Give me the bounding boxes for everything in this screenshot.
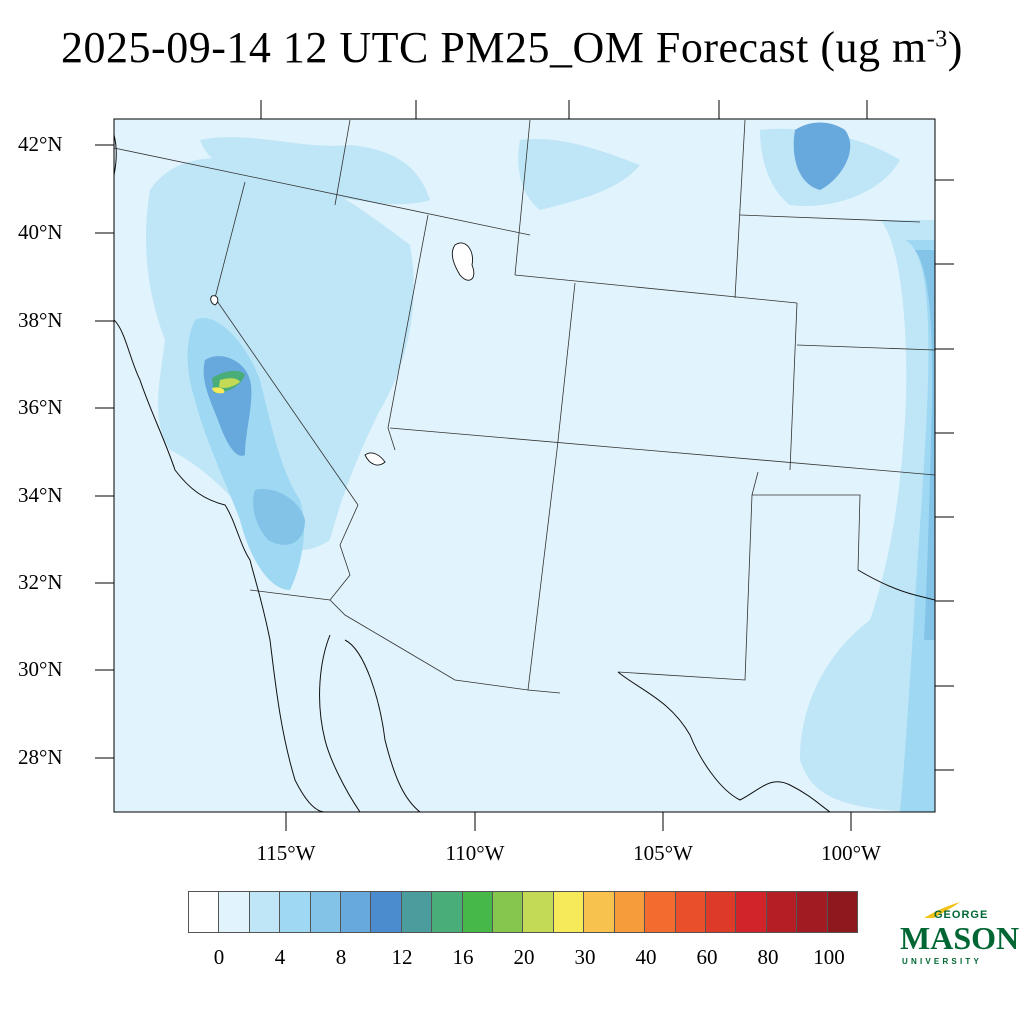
medium-region-east-plains <box>800 220 935 812</box>
colorbar-cell <box>280 892 311 932</box>
colorbar-cell <box>705 892 737 932</box>
lon-label-110: 110°W <box>445 841 505 865</box>
state-boundaries <box>114 119 935 694</box>
colorbar-cell <box>432 892 463 932</box>
title-exponent: -3 <box>926 26 948 53</box>
colorbar-label: 60 <box>696 945 718 969</box>
colorbar-cell <box>797 892 828 932</box>
colorbar-cell <box>219 892 250 932</box>
colorbar-label: 100 <box>813 945 845 969</box>
colorbar-label: 80 <box>757 945 779 969</box>
colorbar-cell <box>614 892 646 932</box>
colorbar-cell <box>249 892 281 932</box>
map-frame <box>113 118 936 813</box>
colorbar-cell <box>341 892 372 932</box>
lat-label-30: 30°N <box>18 657 63 681</box>
dark-region-northeast-corner <box>793 122 851 190</box>
dark-region-east-edge <box>900 240 935 812</box>
colorbar-cell <box>766 892 798 932</box>
colorbar-cell <box>553 892 585 932</box>
colorbar-cell <box>493 892 524 932</box>
lat-label-28: 28°N <box>18 745 63 769</box>
lat-label-38: 38°N <box>18 308 63 332</box>
logo-flame-icon <box>924 902 960 918</box>
fire-hotspot-yellow <box>212 387 225 394</box>
logo-university-text: UNIVERSITY <box>902 957 983 966</box>
lon-label-105: 105°W <box>633 841 693 865</box>
colorbar-label: 16 <box>452 945 474 969</box>
colorbar-label: 40 <box>635 945 657 969</box>
colorbar <box>188 891 858 933</box>
colorbar-cell <box>371 892 402 932</box>
fire-hotspot-lime <box>219 378 240 388</box>
lat-label-36: 36°N <box>18 395 63 419</box>
lat-label-40: 40°N <box>18 220 63 244</box>
logo-mason-text: MASON <box>900 920 1020 956</box>
lat-label-32: 32°N <box>18 570 63 594</box>
colorbar-cell <box>827 892 857 932</box>
colorbar-label: 30 <box>574 945 596 969</box>
colorbar-label: 8 <box>335 945 347 969</box>
light-region-wyoming <box>518 139 640 210</box>
lon-label-115: 115°W <box>256 841 316 865</box>
darker-region-east-edge <box>915 250 935 640</box>
dark-region-socal <box>253 489 305 545</box>
concentration-field <box>114 119 935 812</box>
colorbar-cell <box>189 892 220 932</box>
colorbar-cell <box>645 892 676 932</box>
colorbar-label: 4 <box>274 945 286 969</box>
george-mason-logo: GEORGE MASON UNIVERSITY <box>900 900 1019 970</box>
lakes <box>210 242 475 466</box>
title-text: 2025-09-14 12 UTC PM25_OM Forecast (ug m <box>61 23 927 72</box>
map-title: 2025-09-14 12 UTC PM25_OM Forecast (ug m… <box>0 22 1024 73</box>
colorbar-label: 12 <box>391 945 413 969</box>
axis-ticks <box>95 100 954 831</box>
colorbar-cell <box>736 892 767 932</box>
colorbar-cell <box>401 892 433 932</box>
title-close: ) <box>947 23 963 72</box>
lat-label-34: 34°N <box>18 483 63 507</box>
logo-george-text: GEORGE <box>934 909 989 921</box>
lat-label-42: 42°N <box>18 132 63 156</box>
light-region-idaho <box>200 137 430 205</box>
colorbar-cell <box>584 892 615 932</box>
colorbar-cell <box>462 892 494 932</box>
colorbar-cell <box>310 892 342 932</box>
colorbar-label: 0 <box>213 945 225 969</box>
colorbar-cell <box>523 892 554 932</box>
lon-label-100: 100°W <box>821 841 881 865</box>
colorbar-label: 20 <box>513 945 535 969</box>
colorbar-cell <box>675 892 706 932</box>
